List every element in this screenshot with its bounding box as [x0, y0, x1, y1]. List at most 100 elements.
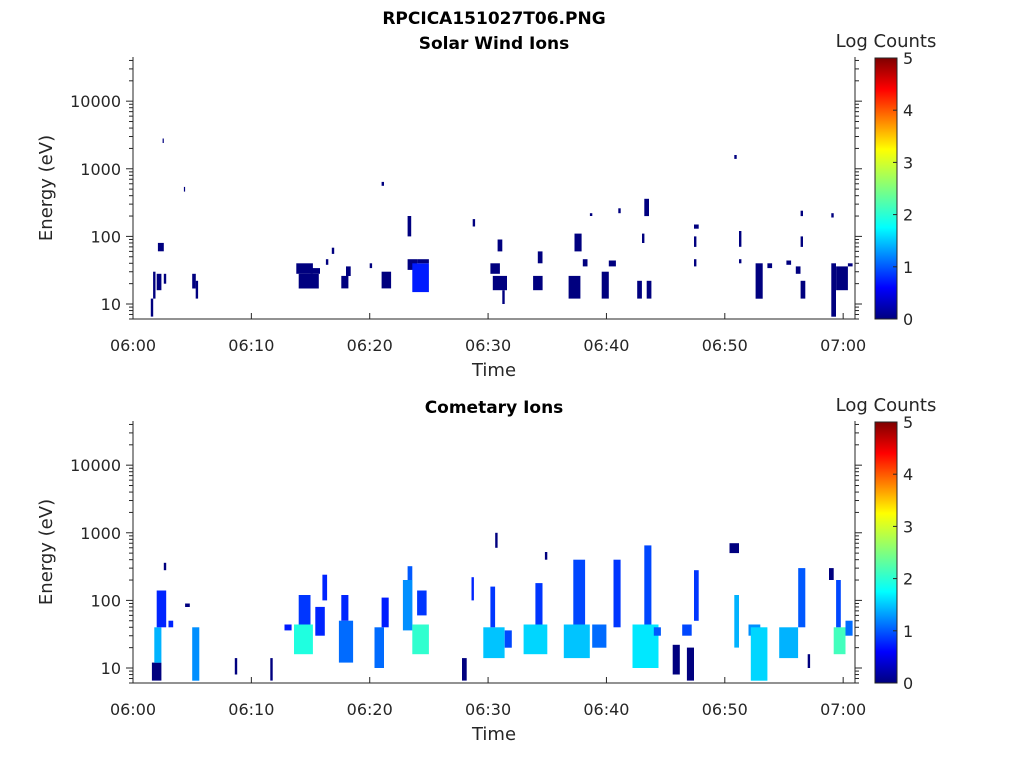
- y-tick-label: 1000: [80, 524, 121, 543]
- heatmap-cell: [582, 259, 588, 267]
- heatmap-cell: [402, 580, 413, 631]
- heatmap-cell: [183, 186, 186, 192]
- colorbar: Log Counts 0 1 2 3 4 5: [836, 31, 937, 329]
- heatmap-cell: [315, 606, 325, 636]
- heatmap-cell: [185, 603, 190, 607]
- heatmap-cell: [831, 263, 836, 317]
- heatmap-cell: [836, 266, 848, 291]
- heatmap-cell: [168, 620, 174, 628]
- x-tick-label: 06:00: [110, 336, 156, 355]
- heatmap-cell: [369, 263, 373, 269]
- colorbar-label: Log Counts: [836, 395, 937, 416]
- heatmap-cell: [686, 647, 694, 681]
- heatmap-cell: [462, 658, 467, 681]
- x-tick-label: 06:40: [583, 336, 629, 355]
- y-axis-label: Energy (eV): [36, 499, 57, 605]
- heatmap-cell: [755, 263, 763, 299]
- heatmap-cell: [162, 138, 164, 143]
- heatmap-cell: [672, 644, 680, 675]
- heatmap-cell: [694, 570, 699, 621]
- heatmap-cell: [644, 545, 652, 625]
- heatmap-cell: [694, 259, 697, 267]
- heatmap-cell: [151, 662, 162, 681]
- heatmap-cell: [845, 620, 853, 636]
- colorbar-tick-label: 1: [903, 258, 913, 277]
- x-axis-label: Time: [471, 360, 516, 381]
- heatmap-cell: [417, 259, 429, 264]
- colorbar-tick-label: 4: [903, 465, 913, 484]
- heatmap-cell: [341, 275, 349, 289]
- heatmap-cell: [298, 595, 311, 625]
- heatmap-cell: [407, 216, 412, 237]
- heatmap-cell: [750, 627, 768, 681]
- y-tick-label: 10000: [70, 456, 121, 475]
- heatmap-cell: [807, 654, 811, 668]
- heatmap-cell: [156, 273, 162, 291]
- colorbar-tick-label: 5: [903, 413, 913, 432]
- heatmap-cell: [270, 658, 273, 681]
- heatmap-cell: [298, 273, 319, 289]
- panel-title: Cometary Ions: [425, 398, 564, 418]
- heatmap-cell: [608, 260, 616, 267]
- heatmap-cell: [322, 574, 328, 601]
- heatmap-cell: [798, 568, 806, 628]
- heatmap-cell: [195, 280, 199, 299]
- colorbar-tick-label: 3: [903, 153, 913, 172]
- colorbar-tick-label: 2: [903, 570, 913, 589]
- heatmap-cell: [192, 627, 200, 681]
- heatmap-cell: [294, 624, 313, 655]
- heatmap-cell: [739, 231, 742, 247]
- colorbar-tick-label: 3: [903, 517, 913, 536]
- colorbar-gradient: [874, 57, 898, 320]
- x-tick-label: 06:30: [465, 336, 511, 355]
- heatmap-cell: [779, 627, 799, 659]
- heatmap-cell: [729, 543, 739, 554]
- heatmap-cell: [523, 624, 548, 655]
- heatmap-cell: [847, 263, 853, 267]
- heatmap-cell: [836, 580, 841, 628]
- heatmap-cell: [653, 627, 661, 636]
- heatmap-cell: [535, 583, 543, 625]
- heatmap-cell: [296, 263, 313, 274]
- heatmap-cell: [325, 259, 329, 265]
- y-tick-label: 10: [101, 295, 121, 314]
- heatmap-cell: [795, 266, 801, 274]
- heatmap-cell: [338, 620, 354, 663]
- heatmap-cell: [163, 273, 167, 284]
- heatmap-cell: [568, 275, 581, 299]
- colorbar-tick-label: 0: [903, 310, 913, 329]
- heatmap-cell: [504, 630, 512, 648]
- panel-title: Solar Wind Ions: [419, 34, 570, 54]
- heatmap-cell: [495, 532, 498, 548]
- heatmap-cell: [573, 559, 586, 625]
- heatmap-cell: [341, 595, 349, 621]
- heatmap-cell: [497, 239, 503, 252]
- colorbar-tick-label: 0: [903, 674, 913, 693]
- heatmap-cell: [381, 181, 384, 186]
- heatmap-cell: [574, 233, 582, 252]
- heatmap-cell: [800, 236, 803, 247]
- heatmap-cell: [694, 236, 697, 247]
- heatmap-cell: [407, 566, 413, 580]
- x-tick-label: 06:50: [702, 700, 748, 719]
- colorbar: Log Counts 0 1 2 3 4 5: [836, 395, 937, 693]
- colorbar-tick-label: 4: [903, 101, 913, 120]
- heatmap-cell: [646, 280, 652, 299]
- figure-title: RPCICA151027T06.PNG: [382, 9, 605, 29]
- heatmap-cell: [829, 568, 834, 580]
- heatmap-cells: [150, 138, 853, 317]
- heatmap-cell: [157, 242, 164, 252]
- heatmap-cell: [502, 290, 505, 304]
- x-tick-label: 06:20: [347, 336, 393, 355]
- y-tick-label: 100: [90, 591, 121, 610]
- heatmap-cell: [490, 586, 496, 628]
- heatmap-cell: [192, 273, 196, 289]
- y-tick-label: 10: [101, 659, 121, 678]
- solar-wind-panel: 06:00 06:10 06:20 06:30 06:40 06:50 07:0010100…: [36, 31, 936, 381]
- y-axis-label: Energy (eV): [36, 135, 57, 241]
- heatmap-cell: [800, 280, 806, 299]
- heatmap-cell: [154, 627, 162, 663]
- heatmap-cell: [734, 595, 739, 648]
- heatmap-cell: [694, 224, 699, 229]
